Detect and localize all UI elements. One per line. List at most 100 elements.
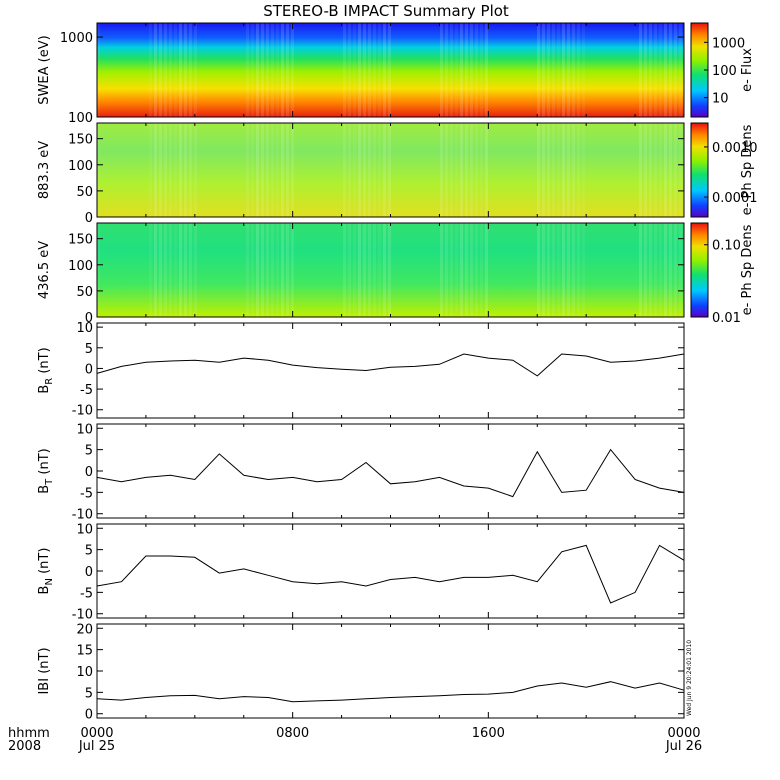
spectrogram-streak xyxy=(537,123,540,217)
time-corner-label: hhmm xyxy=(8,726,50,741)
spectrogram-streak xyxy=(465,23,468,117)
spectrogram-streak xyxy=(562,23,565,117)
spectrogram-streak xyxy=(363,23,366,117)
spectrogram-streak xyxy=(664,223,667,317)
colorbar-tick-label: 1000 xyxy=(712,36,745,51)
y-tick-label: -10 xyxy=(72,608,93,623)
series-line xyxy=(96,353,685,377)
y-tick-label: 100 xyxy=(68,159,93,174)
spectrogram-streak xyxy=(577,123,580,217)
spectrogram-streak xyxy=(547,123,550,217)
colorbar xyxy=(690,122,709,218)
spectrogram-streak xyxy=(174,123,177,217)
spectrogram-streak xyxy=(582,223,585,317)
y-tick-label: 10 xyxy=(76,321,93,336)
spectrogram-streak xyxy=(664,123,667,217)
spectrogram-streak xyxy=(363,123,366,217)
spectrogram-streak xyxy=(649,123,652,217)
spectrogram-streak xyxy=(485,123,488,217)
time-tick-label: 0800 xyxy=(276,726,309,741)
y-tick-label: 20 xyxy=(76,622,93,637)
spectrogram-streak xyxy=(291,223,294,317)
time-tick-label: 0000 xyxy=(80,726,113,741)
spectrogram-streak xyxy=(343,223,346,317)
spectrogram-streak xyxy=(639,223,642,317)
time-tick-label: 1600 xyxy=(472,726,505,741)
spectrogram-streak xyxy=(286,223,289,317)
spectrogram-streak xyxy=(552,123,555,217)
series-line xyxy=(96,681,685,703)
spectrogram-streak xyxy=(169,123,172,217)
timestamp-stamp: Wed Jun 9 20:24:01 2010 xyxy=(686,628,696,716)
y-axis-label: SWEA (eV) xyxy=(37,35,52,104)
spectrogram-streak xyxy=(189,23,192,117)
spectrogram-streak xyxy=(537,23,540,117)
y-axis-label: BN (nT) xyxy=(37,548,55,595)
spectrogram-streak xyxy=(475,223,478,317)
spectrogram-streak xyxy=(475,123,478,217)
spectrogram-streak xyxy=(465,123,468,217)
spectrogram-streak xyxy=(353,23,356,117)
spectrogram-streak xyxy=(261,123,264,217)
spectrogram-streak xyxy=(276,223,279,317)
spectrogram-streak xyxy=(373,223,376,317)
spectrogram-streak xyxy=(159,223,162,317)
spectrogram-streak xyxy=(475,23,478,117)
colorbar-tick-label: 10 xyxy=(712,92,729,107)
spectrogram-streak xyxy=(286,123,289,217)
y-tick-label: 50 xyxy=(76,285,93,300)
spectrogram-streak xyxy=(358,223,361,317)
spectrogram-streak xyxy=(582,23,585,117)
spectrogram-streak xyxy=(460,123,463,217)
y-axis-label: BT (nT) xyxy=(37,448,55,494)
spectrogram-streak xyxy=(271,223,274,317)
spectrogram-streak xyxy=(480,223,483,317)
spectrogram-streak xyxy=(189,123,192,217)
spectrogram-streak xyxy=(184,123,187,217)
spectrogram-streak xyxy=(189,223,192,317)
colorbar-tick-label: 100 xyxy=(712,64,737,79)
y-tick-label: 10 xyxy=(76,522,93,537)
spectrogram-streak xyxy=(679,223,682,317)
y-tick-label: -10 xyxy=(72,508,93,523)
spectrogram-streak xyxy=(184,23,187,117)
spectrogram-streak xyxy=(445,123,448,217)
timestamp-text: Wed Jun 9 20:24:01 2010 xyxy=(686,639,693,716)
spectrogram-streak xyxy=(149,23,152,117)
spectrogram-streak xyxy=(659,223,662,317)
spectrogram-streak xyxy=(154,223,157,317)
spectrogram-streak xyxy=(669,123,672,217)
spectrogram-streak xyxy=(440,23,443,117)
spectrogram-streak xyxy=(557,123,560,217)
spectrogram-streak xyxy=(445,23,448,117)
spectrogram-streak xyxy=(445,223,448,317)
spectrogram-streak xyxy=(644,223,647,317)
spectrogram-streak xyxy=(159,23,162,117)
spectrogram-streak xyxy=(281,223,284,317)
y-tick-label: 5 xyxy=(85,686,93,701)
spectrogram-streak xyxy=(542,23,545,117)
y-tick-label: 5 xyxy=(85,342,93,357)
spectrogram-streak xyxy=(450,23,453,117)
spectrogram-streak xyxy=(164,123,167,217)
spectrogram-streak xyxy=(465,223,468,317)
spectrogram-streak xyxy=(577,23,580,117)
spectrogram-streak xyxy=(256,123,259,217)
colorbar-label: e- Flux xyxy=(740,48,755,92)
spectrogram-streak xyxy=(194,123,197,217)
y-tick-label: 0 xyxy=(85,565,93,580)
spectrogram-streak xyxy=(659,123,662,217)
spectrogram-streak xyxy=(455,123,458,217)
spectrogram-streak xyxy=(557,23,560,117)
colorbar-tick-label: 0.10 xyxy=(712,239,741,254)
spectrogram-streak xyxy=(383,23,386,117)
spectrogram-streak xyxy=(256,23,259,117)
spectrogram-streak xyxy=(572,223,575,317)
spectrogram-streak xyxy=(460,223,463,317)
spectrogram-streak xyxy=(348,223,351,317)
line-plot-area xyxy=(97,624,684,718)
spectrogram-streak xyxy=(368,223,371,317)
spectrogram-streak xyxy=(639,23,642,117)
